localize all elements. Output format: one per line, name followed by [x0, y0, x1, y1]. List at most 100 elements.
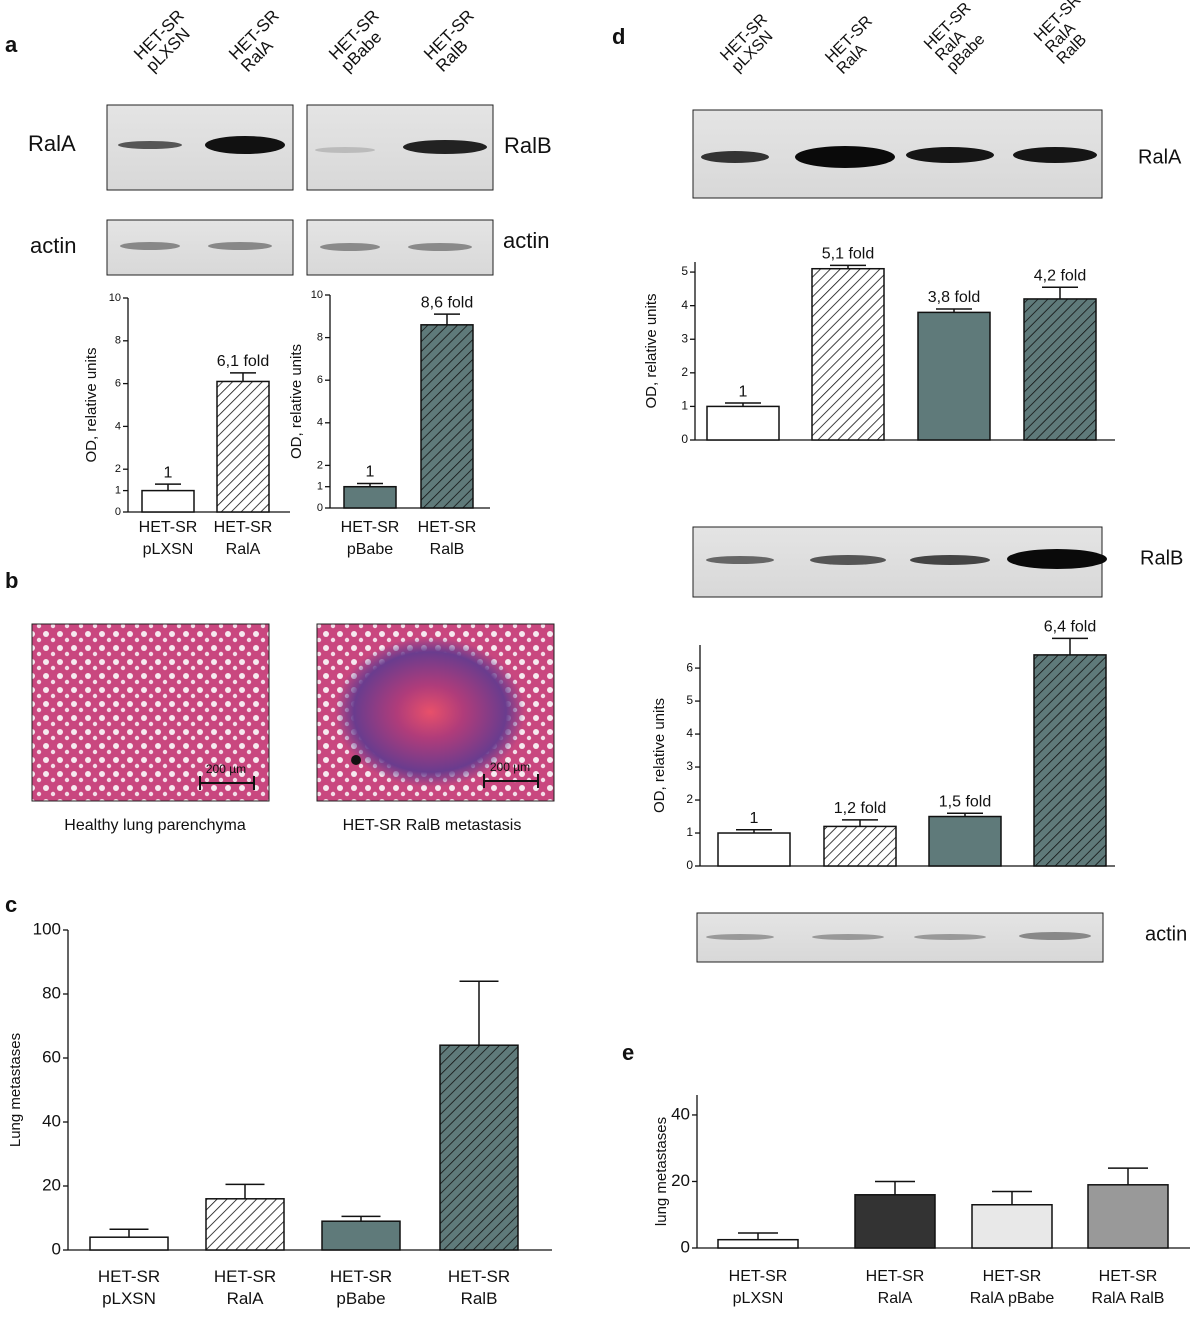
y-tick-label: 60: [42, 1047, 61, 1066]
y-tick-label: 80: [42, 983, 61, 1002]
y-axis-label: lung metastases: [653, 1117, 670, 1226]
y-tick-label: 10: [109, 292, 121, 304]
error-bar: [459, 980, 499, 1046]
y-tick-label: 100: [33, 919, 61, 938]
y-tick-label: 10: [311, 289, 323, 301]
lane-label: HET-SRRalB: [421, 6, 491, 76]
y-tick-label: 4: [317, 417, 323, 429]
caption: HET-SR RalB metastasis: [343, 817, 522, 834]
lane-label: HET-SRpLXSN: [131, 6, 201, 76]
y-tick-label: 3: [681, 331, 688, 345]
value-label: 1: [739, 383, 748, 400]
blot-label: RalA: [1138, 146, 1182, 168]
y-tick-label: 4: [686, 726, 693, 740]
scale-label: 200 µm: [490, 760, 530, 774]
y-axis-label: OD, relative units: [643, 293, 660, 408]
bar: [706, 405, 780, 441]
bar: [717, 1238, 799, 1249]
x-tick-label: HET-SR RalB: [448, 1267, 510, 1308]
y-tick-label: 2: [115, 463, 121, 475]
error-bar: [725, 402, 761, 407]
blot-label: RalB: [504, 133, 552, 158]
bar: [216, 380, 270, 513]
blot-label: RalA: [28, 131, 76, 156]
y-tick-label: 6: [115, 378, 121, 390]
blot-label: actin: [30, 233, 76, 258]
lane-label: HET-SRRalApBabe: [921, 0, 997, 76]
x-tick-label: HET-SR RalA: [866, 1268, 925, 1307]
y-tick-label: 4: [681, 298, 688, 312]
blot-label: actin: [1145, 923, 1187, 945]
error-bar: [155, 483, 181, 491]
lane-label: HET-SRpBabe: [326, 6, 396, 76]
y-tick-label: 2: [317, 459, 323, 471]
bar: [89, 1236, 169, 1251]
y-tick-label: 3: [686, 759, 693, 773]
error-bar: [830, 264, 866, 269]
y-axis-label: OD, relative units: [288, 344, 305, 459]
y-tick-label: 0: [115, 506, 121, 518]
y-axis-label: OD, relative units: [651, 698, 668, 813]
y-tick-label: 8: [115, 335, 121, 347]
bar: [1087, 1184, 1169, 1249]
bar: [917, 311, 991, 441]
y-tick-label: 0: [681, 1237, 690, 1256]
bar: [343, 485, 397, 509]
x-tick-label: HET-SR RalB: [418, 519, 477, 558]
y-tick-label: 1: [686, 825, 693, 839]
x-tick-label: HET-SR pLXSN: [139, 519, 198, 558]
x-tick-label: HET-SR RalA: [214, 1267, 276, 1308]
x-tick-label: HET-SR RalA pBabe: [970, 1268, 1055, 1307]
bar: [823, 825, 897, 867]
value-label: 8,6 fold: [421, 294, 473, 311]
x-tick-label: HET-SR RalA: [214, 519, 273, 558]
error-bar: [1108, 1167, 1148, 1185]
blot-a: [106, 104, 494, 276]
error-bar: [936, 308, 972, 313]
lane-label: HET-SRRalA: [226, 6, 296, 76]
y-tick-label: 0: [686, 858, 693, 872]
error-bar: [875, 1180, 915, 1195]
y-tick-label: 8: [317, 332, 323, 344]
error-bar: [1052, 637, 1088, 655]
value-label: 1,2 fold: [834, 800, 886, 817]
value-label: 1: [750, 810, 759, 827]
error-bar: [230, 372, 256, 382]
x-tick-label: HET-SR pLXSN: [729, 1268, 788, 1307]
error-bar: [992, 1190, 1032, 1205]
value-label: 1,5 fold: [939, 793, 991, 810]
value-label: 4,2 fold: [1034, 267, 1086, 284]
error-bar: [225, 1183, 265, 1199]
bar: [439, 1044, 519, 1251]
panel-letter: e: [622, 1040, 634, 1065]
y-tick-label: 4: [115, 420, 121, 432]
y-tick-label: 0: [681, 432, 688, 446]
blot-label: RalB: [1140, 547, 1183, 569]
y-axis-label: Lung metastases: [7, 1033, 24, 1147]
y-tick-label: 40: [671, 1104, 690, 1123]
y-axis-label: OD, relative units: [83, 347, 100, 462]
lane-label: HET-SRpLXSN: [717, 11, 782, 76]
y-tick-label: 1: [681, 399, 688, 413]
error-bar: [434, 313, 460, 325]
error-bar: [109, 1228, 149, 1238]
y-tick-label: 1: [317, 481, 323, 493]
bar: [971, 1204, 1053, 1249]
scale-label: 200 µm: [206, 762, 246, 776]
value-label: 5,1 fold: [822, 246, 874, 263]
x-tick-label: HET-SR pLXSN: [98, 1267, 160, 1308]
lane-label: HET-SRRalA: [822, 13, 887, 78]
y-tick-label: 6: [686, 660, 693, 674]
y-tick-label: 2: [686, 792, 693, 806]
y-tick-label: 5: [686, 693, 693, 707]
bar: [811, 267, 885, 441]
value-label: 6,4 fold: [1044, 619, 1096, 636]
x-tick-label: HET-SR pBabe: [341, 519, 400, 558]
caption: Healthy lung parenchyma: [64, 817, 246, 834]
x-tick-label: HET-SR RalA RalB: [1092, 1268, 1165, 1307]
panel-letter: c: [5, 892, 17, 917]
y-tick-label: 20: [671, 1171, 690, 1190]
error-bar: [341, 1215, 381, 1222]
bar: [928, 815, 1002, 867]
